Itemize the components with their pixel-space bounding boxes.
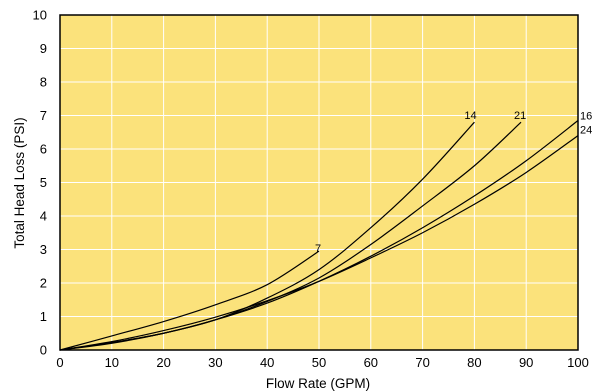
series-label-16: 16 (580, 111, 592, 123)
y-axis-label: Total Head Loss (PSI) (12, 117, 27, 248)
series-label-24: 24 (580, 125, 592, 137)
series-curve-24 (59, 135, 579, 351)
y-tick-label-2: 2 (40, 276, 47, 291)
x-tick-label-70: 70 (415, 355, 429, 370)
grid-lines (60, 15, 578, 350)
y-tick-label-5: 5 (40, 175, 47, 190)
series-curve-7 (59, 250, 320, 351)
x-axis-ticks: 0 10 20 30 40 50 60 70 80 90 100 (56, 355, 588, 370)
x-tick-label-100: 100 (567, 355, 589, 370)
x-tick-label-80: 80 (467, 355, 481, 370)
x-tick-label-20: 20 (156, 355, 170, 370)
y-tick-label-3: 3 (40, 242, 47, 257)
series-label-14: 14 (464, 110, 476, 122)
y-tick-label-1: 1 (40, 309, 47, 324)
series-label-7: 7 (315, 243, 321, 255)
y-tick-label-0: 0 (40, 343, 47, 358)
x-tick-label-40: 40 (260, 355, 274, 370)
x-tick-label-10: 10 (105, 355, 119, 370)
x-tick-label-30: 30 (208, 355, 222, 370)
series-labels: 7 14 21 16 24 (315, 110, 592, 255)
x-tick-label-0: 0 (56, 355, 63, 370)
x-tick-label-90: 90 (519, 355, 533, 370)
y-axis-ticks: 0 1 2 3 4 5 6 7 8 9 10 (33, 8, 47, 358)
x-tick-label-60: 60 (364, 355, 378, 370)
series-curves (59, 120, 579, 351)
y-tick-label-6: 6 (40, 142, 47, 157)
y-tick-label-4: 4 (40, 209, 47, 224)
y-tick-label-7: 7 (40, 108, 47, 123)
x-axis-label: Flow Rate (GPM) (266, 376, 370, 391)
plot-frame (59, 14, 579, 351)
y-tick-label-9: 9 (40, 41, 47, 56)
x-tick-label-50: 50 (312, 355, 326, 370)
series-label-21: 21 (514, 110, 526, 122)
y-tick-label-10: 10 (33, 8, 47, 23)
y-tick-label-8: 8 (40, 75, 47, 90)
